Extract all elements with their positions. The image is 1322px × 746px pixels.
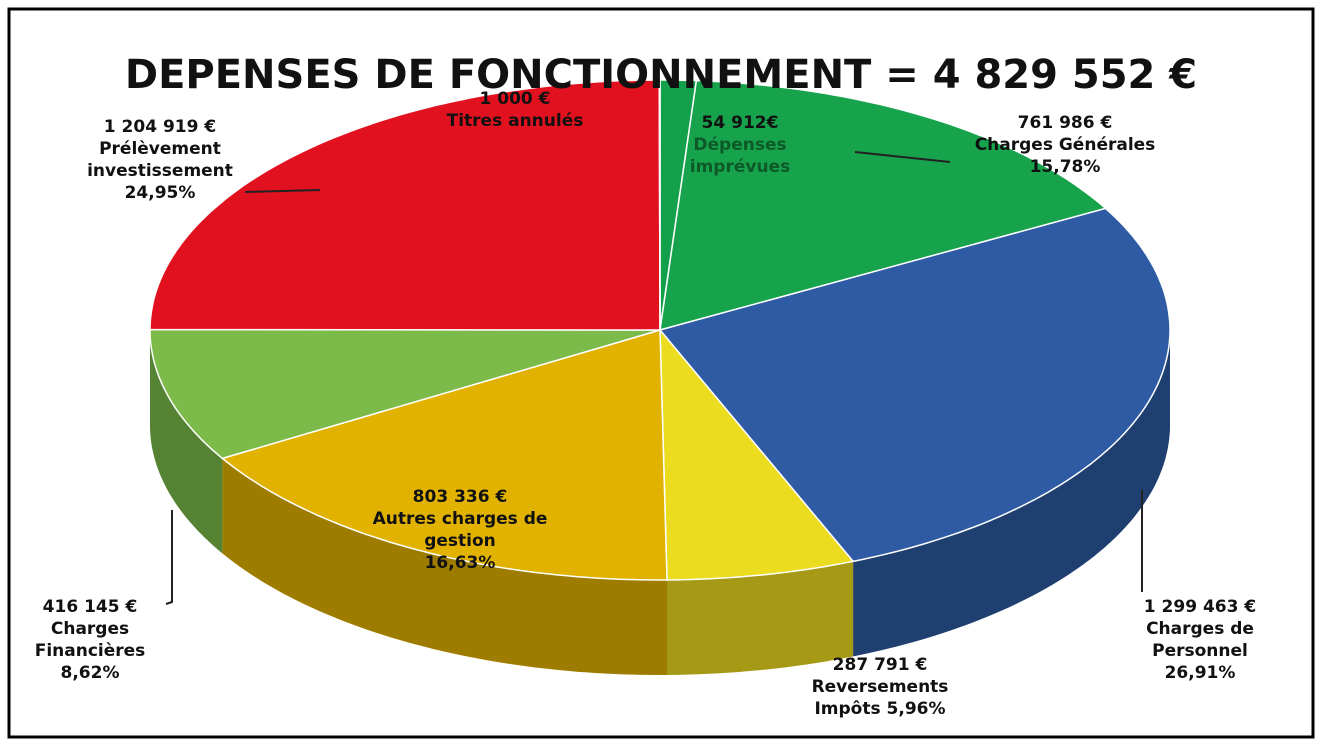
slice-side: [667, 561, 854, 675]
category-label: Reversements Impôts: [811, 677, 949, 719]
slice: [659, 79, 1108, 332]
slice-label: 761 986 € Charges Générales 15,78%: [945, 112, 1185, 178]
percent-label: 16,63%: [424, 553, 496, 573]
slice-label: 1 000 € Titres annulés: [430, 88, 600, 132]
slice-side-shade: [853, 330, 1170, 657]
slice-label: 1 299 463 € Charges de Personnel 26,91%: [1110, 596, 1290, 684]
percent-label: 26,91%: [1164, 663, 1236, 683]
slice-side-shade: [150, 330, 223, 554]
slice-label: 54 912€ Dépenses imprévues: [660, 112, 820, 178]
chart-title: DEPENSES DE FONCTIONNEMENT = 4 829 552 €: [125, 52, 1197, 98]
value-label: 287 791 €: [832, 655, 928, 675]
leader-lines: [165, 151, 1143, 605]
leader-line: [854, 151, 951, 163]
percent-label: 24,95%: [124, 183, 196, 203]
pie: [149, 79, 1171, 675]
leader-line: [244, 189, 321, 193]
slice-label: 416 145 € Charges Financières 8,62%: [5, 596, 175, 684]
value-label: 1 299 463 €: [1143, 597, 1257, 617]
slice-side-shade: [667, 561, 854, 675]
category-label: Titres annulés: [446, 111, 584, 131]
category-label: Charges Générales: [974, 135, 1156, 155]
percent-label: 5,96%: [886, 699, 946, 719]
value-label: 761 986 €: [1017, 113, 1113, 133]
slice-side-shade: [222, 458, 667, 675]
percent-label: 15,78%: [1029, 157, 1101, 177]
pie-sides: [150, 330, 1170, 675]
category-label: Autres charges de gestion: [372, 509, 548, 551]
slice: [149, 328, 661, 460]
slice: [658, 79, 661, 331]
slice-side: [222, 458, 667, 675]
slice: [149, 79, 661, 331]
slice-label: 1 204 919 € Prélèvement investissement 24,…: [30, 116, 290, 204]
slice: [658, 207, 1171, 563]
value-label: 803 336 €: [412, 487, 508, 507]
slice-side: [853, 330, 1170, 657]
leader-line: [165, 510, 173, 605]
category-label: Dépenses imprévues: [689, 135, 791, 177]
slice: [220, 329, 668, 581]
percent-label: 8,62%: [60, 663, 120, 683]
value-label: 54 912€: [701, 113, 779, 133]
slice-label: 803 336 € Autres charges de gestion 16,63%: [340, 486, 580, 574]
slice-side: [150, 330, 223, 554]
category-label: Prélèvement investissement: [87, 139, 233, 181]
slice: [659, 327, 855, 581]
category-label: Charges Financières: [34, 619, 146, 661]
value-label: 416 145 €: [42, 597, 138, 617]
value-label: 1 000 €: [479, 89, 551, 109]
value-label: 1 204 919 €: [103, 117, 217, 137]
slice-label: 287 791 € Reversements Impôts 5,96%: [780, 654, 980, 720]
category-label: Charges de Personnel: [1146, 619, 1254, 661]
